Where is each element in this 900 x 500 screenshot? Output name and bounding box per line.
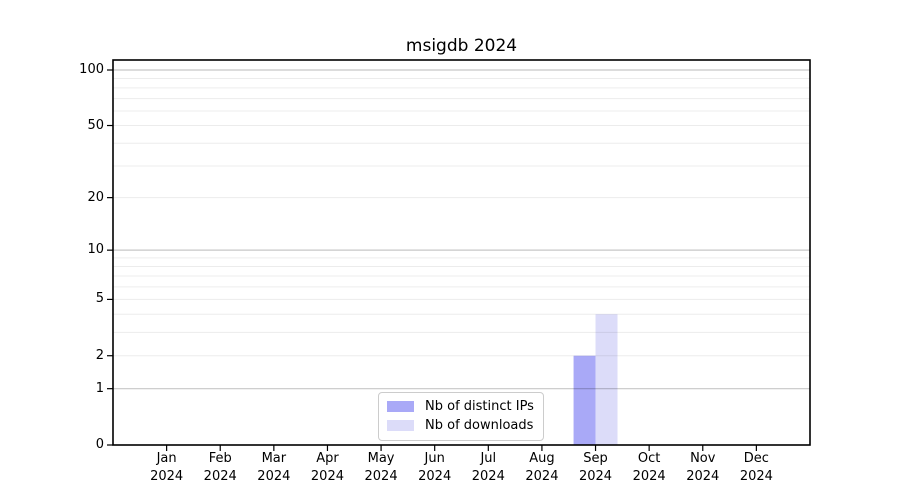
y-tick-label-0: 0 [95, 437, 104, 452]
y-tick-label-100: 100 [79, 62, 104, 77]
x-tick-month: May [367, 451, 395, 466]
x-tick-month: Jul [480, 451, 497, 466]
x-tick-month: Aug [529, 451, 555, 466]
x-tick-month: Nov [690, 451, 716, 466]
x-tick-year: 2024 [257, 469, 291, 484]
y-tick-label-20: 20 [87, 189, 104, 205]
x-tick-label-jan: Jan 2024 [150, 450, 183, 486]
x-tick-year: 2024 [686, 469, 720, 484]
x-tick-year: 2024 [578, 469, 613, 484]
x-tick-label-jul: Jul 2024 [472, 450, 505, 486]
legend-item-downloads: Nb of downloads [387, 418, 534, 433]
x-tick-label-aug: Aug 2024 [525, 450, 558, 486]
x-tick-year: 2024 [525, 469, 559, 484]
chart-title: msigdb 2024 [405, 36, 518, 56]
bar-series0-sep [573, 355, 596, 445]
y-tick-label-50: 50 [87, 117, 104, 133]
x-tick-year: 2024 [150, 469, 184, 484]
x-tick-label-may: May 2024 [365, 450, 398, 486]
x-tick-label-dec: Dec 2024 [740, 450, 773, 486]
legend-item-distinct-ips: Nb of distinct IPs [387, 399, 534, 414]
x-tick-month: Mar [261, 451, 287, 466]
x-tick-label-oct: Oct 2024 [633, 450, 666, 486]
x-tick-month: Oct [637, 451, 661, 466]
legend-label-downloads: Nb of downloads [425, 418, 534, 433]
x-tick-year: 2024 [471, 469, 505, 484]
x-tick-label-jun: Jun 2024 [418, 450, 451, 486]
x-tick-year: 2024 [632, 469, 666, 484]
x-tick-label-nov: Nov 2024 [686, 450, 719, 486]
legend: Nb of distinct IPs Nb of downloads [378, 392, 544, 441]
legend-swatch-distinct-ips [387, 401, 414, 412]
x-tick-year: 2024 [418, 469, 452, 484]
y-tick-label-1: 1 [95, 380, 104, 396]
x-tick-month: Feb [208, 451, 232, 466]
y-tick-label-2: 2 [95, 347, 104, 363]
bar-series1-sep [595, 314, 618, 445]
plot-frame [112, 59, 811, 446]
x-tick-year: 2024 [310, 469, 344, 484]
x-tick-label-sep: Sep 2024 [579, 450, 612, 486]
x-tick-label-mar: Mar 2024 [257, 450, 290, 486]
x-tick-year: 2024 [739, 469, 773, 484]
legend-label-distinct-ips: Nb of distinct IPs [425, 399, 534, 414]
y-tick-label-10: 10 [87, 242, 104, 258]
x-tick-label-feb: Feb 2024 [204, 450, 237, 486]
x-tick-month: Apr [316, 451, 339, 466]
x-tick-month: Jan [156, 451, 177, 466]
x-tick-month: Dec [743, 451, 769, 466]
x-tick-year: 2024 [203, 469, 237, 484]
y-tick-label-5: 5 [95, 291, 104, 307]
x-tick-month: Jun [424, 451, 445, 466]
x-tick-label-apr: Apr 2024 [311, 450, 344, 486]
legend-swatch-downloads [387, 420, 414, 431]
y-axis-labels: 0 1 2 5 10 20 50 100 [0, 0, 104, 500]
x-tick-month: Sep [583, 451, 608, 466]
x-tick-year: 2024 [364, 469, 398, 484]
